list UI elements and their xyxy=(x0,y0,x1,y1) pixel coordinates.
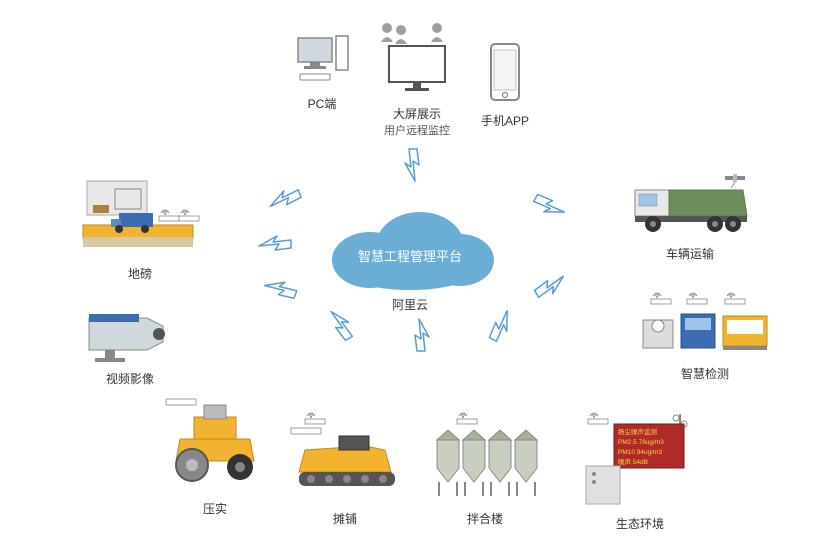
paver-icon xyxy=(285,410,405,510)
node-truck: 车辆运输 xyxy=(620,170,760,262)
node-pc: PC端 xyxy=(282,30,362,112)
cloud-center: 智慧工程管理平台阿里云 xyxy=(310,200,510,290)
bolt-connector xyxy=(525,262,575,308)
node-video: 视频影像 xyxy=(70,310,190,387)
node-label: 拌合楼 xyxy=(420,510,550,527)
node-label: 视频影像 xyxy=(70,370,190,387)
node-label: 车辆运输 xyxy=(620,245,760,262)
cloud-title: 智慧工程管理平台 xyxy=(310,246,510,265)
bolt-connector xyxy=(399,145,429,185)
node-mixer: 拌合楼 xyxy=(420,410,550,527)
bolt-connector xyxy=(525,182,575,228)
lab-icon xyxy=(635,290,775,365)
node-weigh: 地磅 xyxy=(70,175,210,282)
svg-text:PM10 94ug/m3: PM10 94ug/m3 xyxy=(618,449,662,456)
node-mobile: 手机APP xyxy=(470,42,540,129)
bigscreen-icon xyxy=(367,20,467,105)
camera-icon xyxy=(75,310,185,370)
silo-icon xyxy=(425,410,545,510)
node-label: 地磅 xyxy=(70,265,210,282)
node-label: 大屏展示 xyxy=(362,105,472,122)
node-env: 扬尘噪声监测 PM2.5 78ug/m3 PM10 94ug/m3噪声 54dB 生态… xyxy=(575,410,705,532)
svg-text:噪声 54dB: 噪声 54dB xyxy=(618,457,648,466)
node-detect: 智慧检测 xyxy=(630,290,780,382)
node-bigscreen: 大屏展示用户远程监控 xyxy=(362,20,472,138)
svg-text:PM2.5 78ug/m3: PM2.5 78ug/m3 xyxy=(618,439,664,446)
svg-text:扬尘噪声监测: 扬尘噪声监测 xyxy=(618,427,658,436)
node-label: 智慧检测 xyxy=(630,365,780,382)
node-label: 生态环境 xyxy=(575,515,705,532)
bolt-connector xyxy=(261,179,309,221)
pc-icon xyxy=(292,30,352,95)
node-label: PC端 xyxy=(282,95,362,112)
node-roller: 压实 xyxy=(155,395,275,517)
node-label: 压实 xyxy=(155,500,275,517)
truck-icon xyxy=(625,170,755,245)
roller-icon xyxy=(160,395,270,500)
bolt-connector xyxy=(405,315,435,355)
node-label: 摊铺 xyxy=(280,510,410,527)
weighbridge-icon xyxy=(75,175,205,265)
node-label: 手机APP xyxy=(470,112,540,129)
bolt-connector xyxy=(255,230,295,260)
bolt-connector xyxy=(256,269,304,311)
envboard-icon: 扬尘噪声监测 PM2.5 78ug/m3 PM10 94ug/m3噪声 54dB xyxy=(580,410,700,515)
node-sublabel: 用户远程监控 xyxy=(362,122,472,138)
phone-icon xyxy=(485,42,525,112)
node-paver: 摊铺 xyxy=(280,410,410,527)
